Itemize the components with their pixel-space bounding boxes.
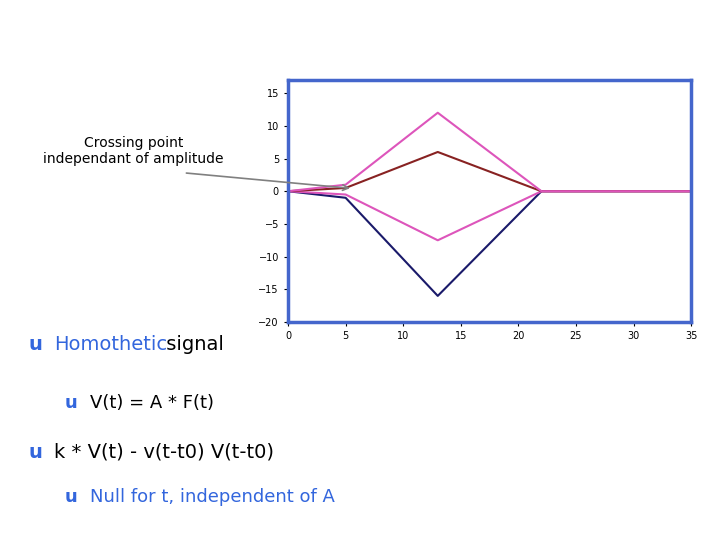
Text: Homothetic: Homothetic [54, 335, 167, 354]
Text: 11: 11 [687, 521, 698, 530]
Text: u: u [65, 488, 78, 506]
Text: Crossing point
independant of amplitude: Crossing point independant of amplitude [43, 136, 223, 166]
Text: u: u [65, 394, 78, 411]
Text: Introduction to Electronics Summer 2009: Introduction to Electronics Summer 2009 [14, 521, 201, 530]
Text: k * V(t) - v(t-t0) V(t-t0): k * V(t) - v(t-t0) V(t-t0) [54, 443, 274, 462]
Text: V(t) = A * F(t): V(t) = A * F(t) [90, 394, 214, 411]
Text: Constant fraction (1): Constant fraction (1) [402, 19, 698, 43]
Text: u: u [29, 443, 42, 462]
Text: signal: signal [160, 335, 224, 354]
Text: philippe.farthouat@cern.ch: philippe.farthouat@cern.ch [298, 521, 422, 530]
Text: Null for t, independent of A: Null for t, independent of A [90, 488, 335, 506]
Text: u: u [29, 335, 42, 354]
